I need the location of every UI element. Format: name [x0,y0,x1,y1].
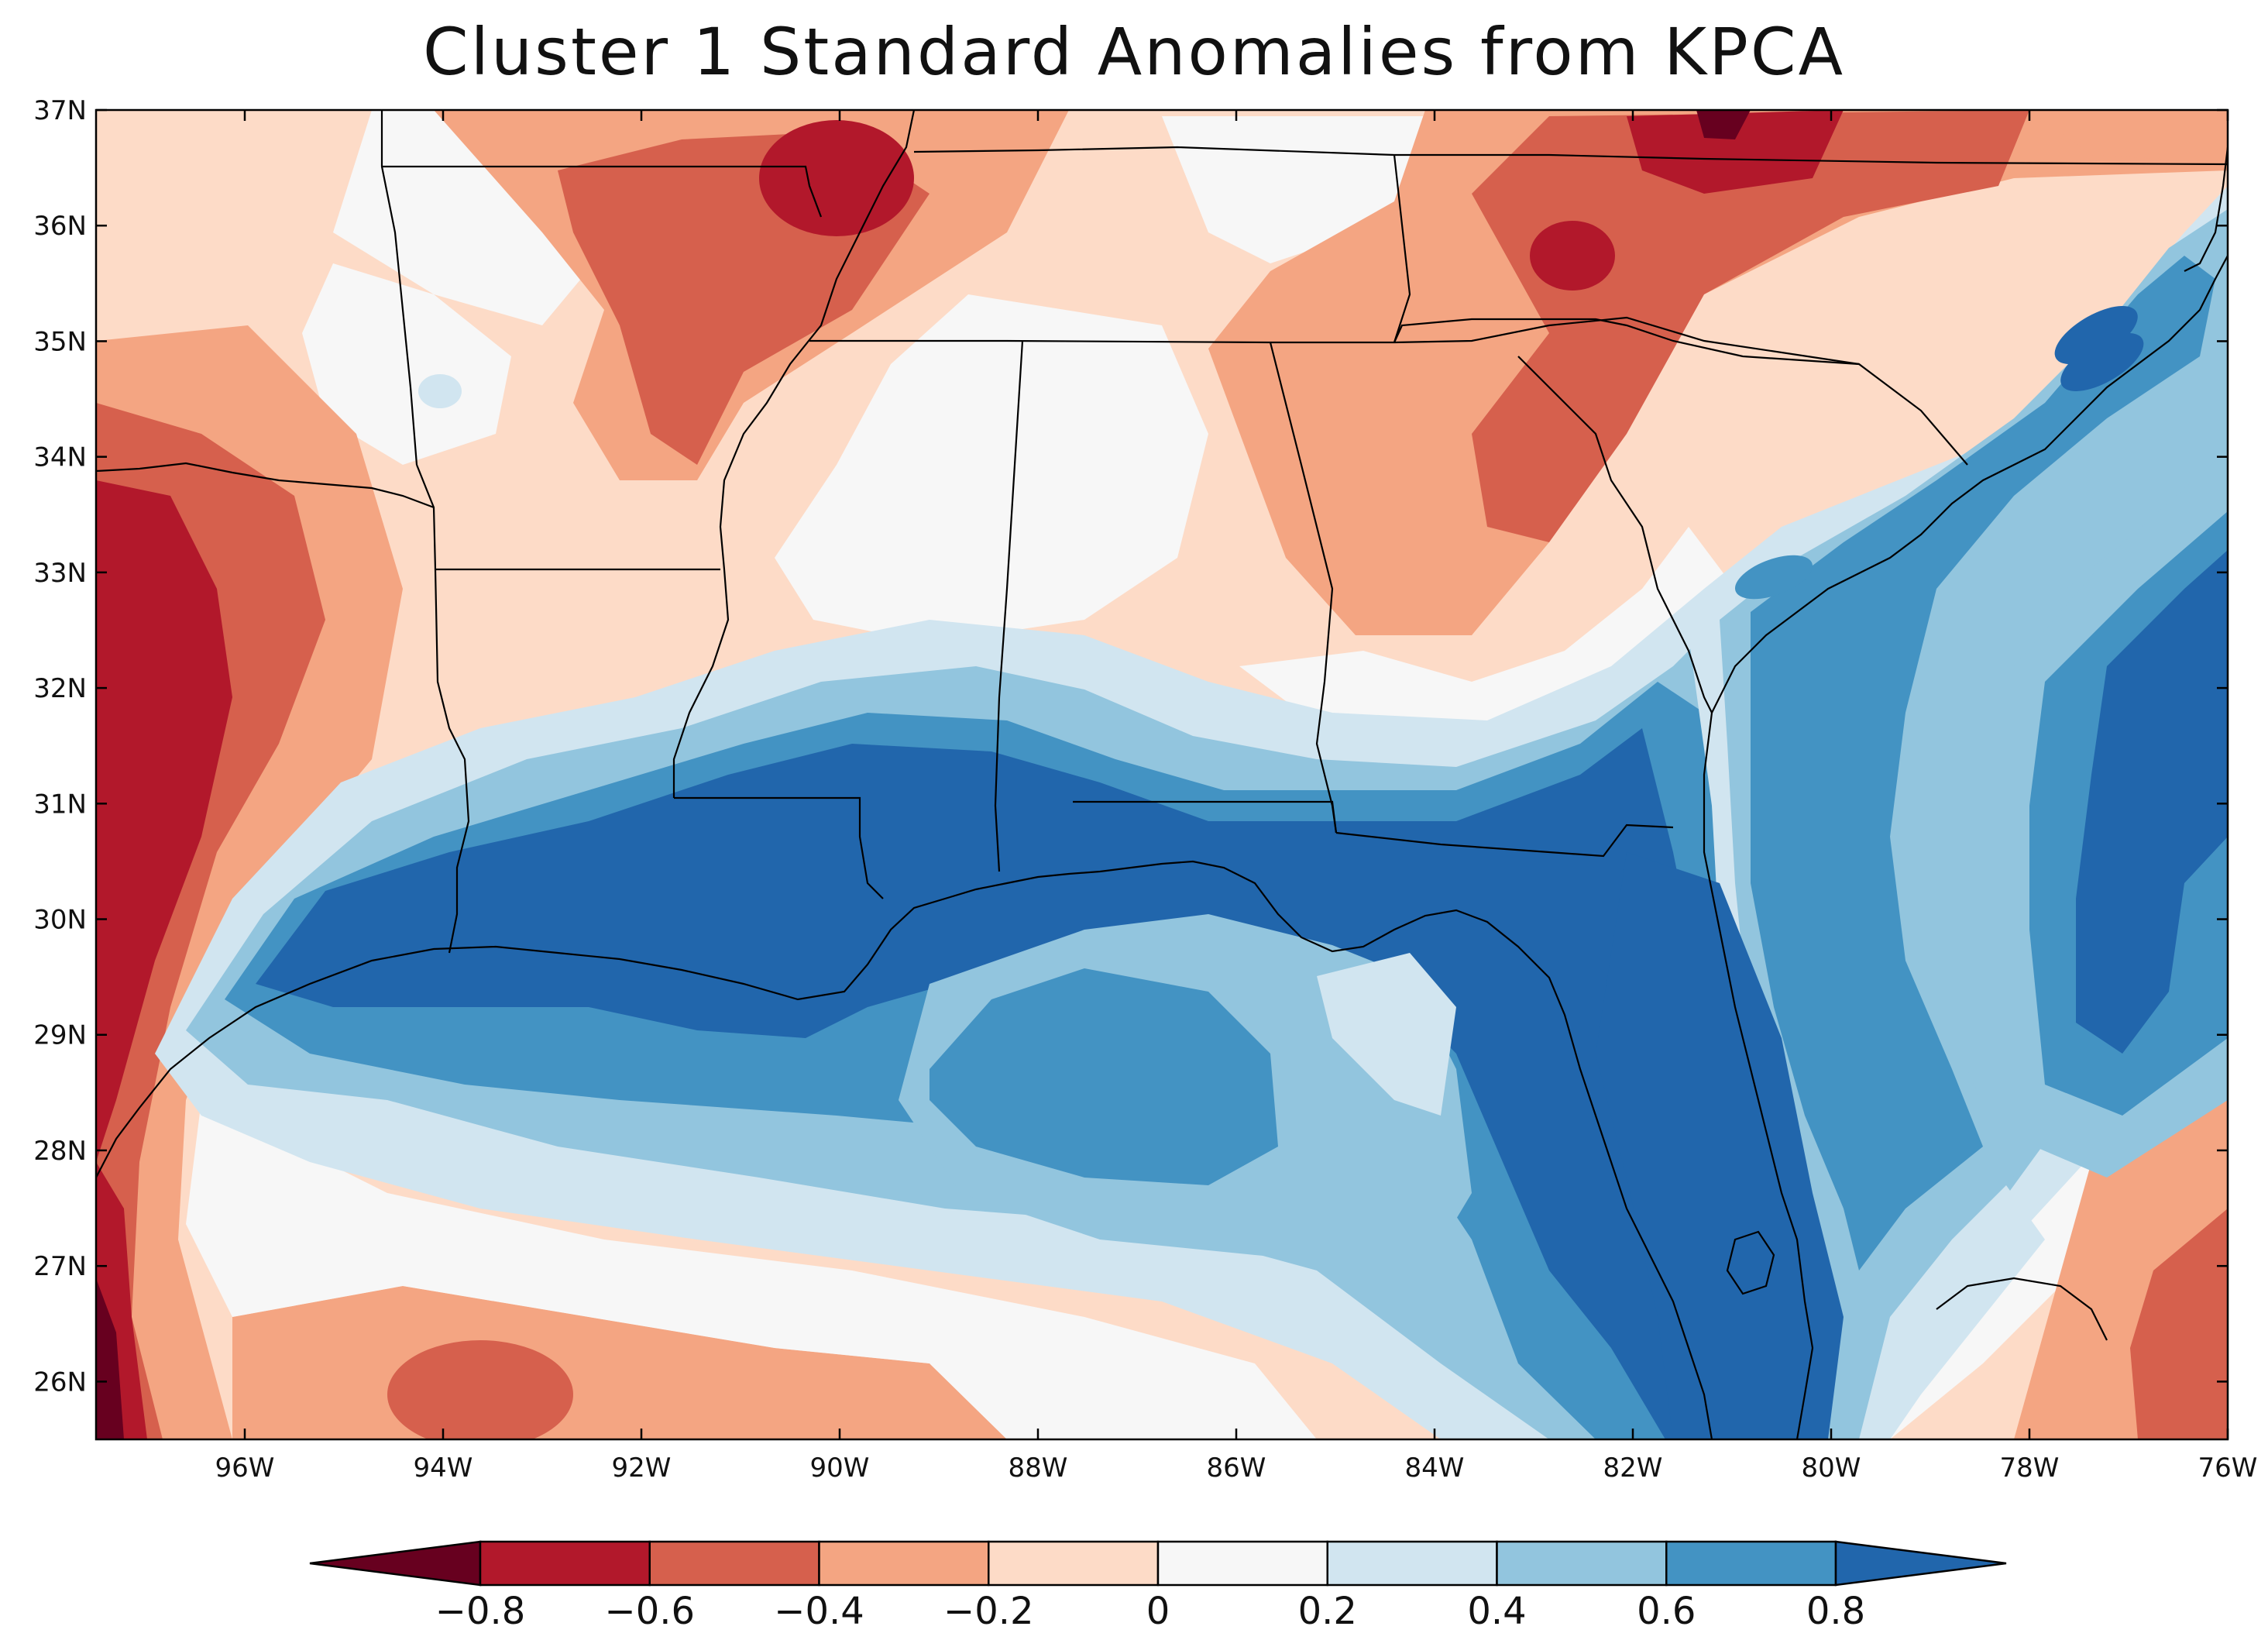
contour-red-carolinas [1208,110,2228,635]
contour-neutral-sw-gulf [186,1100,1317,1439]
colorbar-swatch [1665,1540,1837,1587]
colorbar-swatch [818,1540,990,1587]
coastline-atlantic-fl [1703,712,1814,1439]
contour-red-sw-gulf-core [387,1340,573,1439]
contour-red-carolinas-core [1627,110,1844,194]
lat-tick-label: 32N [33,673,87,704]
contour-blue-florida-tip [1596,852,1844,1439]
coastline-and-borders [96,110,2228,1439]
contour-neutral-central [775,294,1208,643]
contour-blue-central-gulf [930,968,1278,1185]
coastline-lake-okeechobee [1726,1230,1775,1295]
colorbar-label: 0.8 [1806,1590,1865,1633]
lon-tick-label: 88W [1009,1453,1068,1484]
contour-red-nc-outer [2029,110,2228,163]
lon-tick-label: 92W [612,1453,672,1484]
lon-tick-label: 86W [1207,1453,1266,1484]
contour-lightest-apalachee [1317,953,1456,1116]
latitude-axis: 37N 36N 35N 34N 33N 32N 31N 30N 29N 28N 27N 26N [33,95,2228,1398]
border-tx-ar [415,464,437,570]
lon-tick-label: 84W [1405,1453,1465,1484]
lon-tick-label: 94W [414,1453,473,1484]
coastline-gulf [96,860,1713,1439]
contour-darkred-va [1696,110,1751,139]
anomaly-field [96,110,2228,1439]
lon-tick-label: 96W [215,1453,275,1484]
colorbar-label: −0.6 [604,1590,695,1633]
lon-tick-label: 90W [810,1453,870,1484]
contour-blue-atlantic-3 [1751,256,2215,1270]
coastline-bahamas [1936,1277,2108,1341]
border-al-fl [1073,800,1338,834]
colorbar-swatch [1326,1540,1498,1587]
lat-tick-label: 37N [33,95,87,126]
contour-red-bahamas-core [2130,1209,2228,1439]
colorbar-min-extend [309,1540,482,1587]
colorbar-label: 0.4 [1467,1590,1526,1633]
contour-blue-nc [2054,306,2144,391]
border-va-nc [1393,154,1411,343]
lat-tick-label: 35N [33,326,87,357]
contour-neutral-arkansas [302,263,511,465]
lat-tick-label: 27N [33,1251,87,1282]
contour-blue-arkansas-dot [418,374,462,408]
border-ok-ar [380,110,418,466]
lat-tick-label: 30N [33,905,87,936]
contour-red-texas-core [96,480,232,1162]
colorbar-label: 0.6 [1637,1590,1696,1633]
colorbar-label: 0.2 [1298,1590,1357,1633]
contour-red-nc-core [1530,221,1615,291]
lat-tick-label: 33N [33,558,87,589]
colorbar-label: −0.4 [774,1590,864,1633]
colorbar-label: −0.8 [435,1590,526,1633]
border-ky-tn [913,146,2228,166]
lon-tick-label: 80W [1802,1453,1861,1484]
contour-neutral-ne [1162,116,1472,263]
lon-tick-label: 82W [1603,1453,1663,1484]
contour-blue-gulf-core [256,728,1844,1439]
contour-darkred-texas-south [96,1278,124,1439]
border-ga-sc [1517,356,1713,713]
border-ms-al [994,340,1024,872]
lat-tick-label: 28N [33,1136,87,1167]
contour-blue-atlantic-far-core [2076,550,2228,1054]
lat-tick-label: 31N [33,789,87,820]
border-tx-la [434,569,470,954]
contour-blue-sc-coast [1734,555,1813,600]
border-mississippi-river [672,110,916,798]
colorbar-label: 0 [1146,1590,1170,1633]
colorbar-swatch [479,1540,651,1587]
lat-tick-label: 26N [33,1367,87,1398]
border-la-ms [674,796,884,899]
colorbar-max-extend [1834,1540,2007,1587]
border-nc-sc [1393,318,1968,466]
lat-tick-label: 36N [33,211,87,242]
colorbar-swatch [648,1540,820,1587]
border-ga-fl [1335,824,1674,858]
coastline-outer-banks [2184,146,2228,272]
colorbar-swatch [1156,1540,1328,1587]
border-tn [809,316,1860,366]
lon-tick-label: 76W [2198,1453,2258,1484]
colorbar-label: −0.2 [943,1590,1034,1633]
plot-frame [94,108,2229,1441]
longitude-axis: 96W 94W 92W 90W 88W 86W 84W 82W 80W 78W 76W [215,110,2258,1484]
contour-red-carolinas-mid [1472,110,2029,542]
colorbar: −0.8 −0.6 −0.4 −0.2 0 0.2 0.4 0.6 0.8 [309,1540,2007,1633]
contour-red-arkansas-core [759,120,914,236]
map-title: Cluster 1 Standard Anomalies from KPCA [422,14,1846,90]
colorbar-swatch [1496,1540,1668,1587]
lat-tick-label: 29N [33,1020,87,1051]
border-ar-mo [382,165,823,218]
border-tx-ok [96,462,435,509]
coastline-atlantic-se [1711,255,2228,713]
lat-tick-label: 34N [33,442,87,473]
colorbar-swatch [988,1540,1160,1587]
lon-tick-label: 78W [2000,1453,2060,1484]
